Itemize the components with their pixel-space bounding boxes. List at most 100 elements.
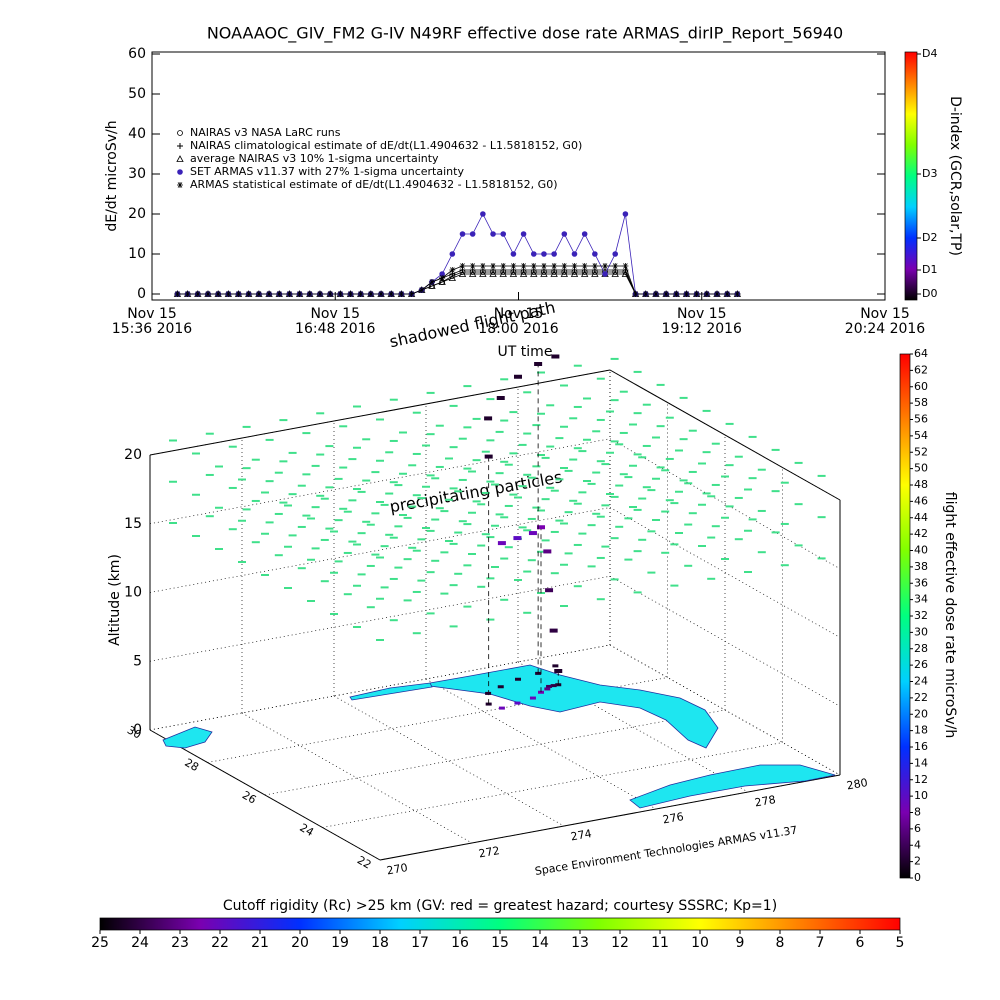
- data-point: [621, 270, 630, 277]
- shadow-point: [497, 685, 504, 689]
- chart-title: NOAAAOC_GIV_FM2 G-IV N49RF effective dos…: [207, 24, 843, 44]
- colorbar-tick-label: D0: [922, 287, 937, 300]
- colorbar-tick-label: 13: [571, 935, 589, 951]
- data-point: [459, 263, 466, 269]
- data-point: [571, 263, 578, 269]
- colorbar-tick-label: 10: [914, 789, 928, 802]
- data-point: [622, 211, 629, 217]
- colorbar-tick-label: 28: [914, 642, 928, 655]
- grid-line: [241, 712, 473, 844]
- data-point: [519, 270, 528, 277]
- y-tick-label: 20: [128, 206, 146, 222]
- flight-point: [484, 454, 493, 459]
- colorbar-tick-label: 52: [914, 445, 928, 458]
- x-tick-label: Nov 15 15:36 2016: [111, 306, 193, 337]
- legend-label: NAIRAS v3 NASA LaRC runs: [190, 126, 341, 139]
- data-point: [500, 231, 507, 237]
- shadow-point: [515, 677, 521, 681]
- colorbar-tick-label: 12: [914, 773, 928, 786]
- shadow-point: [552, 664, 559, 668]
- colorbar-tick-label: 4: [914, 838, 921, 851]
- y-axis-label: dE/dt microSv/h: [104, 120, 120, 231]
- colorbar-tick-label: 23: [171, 935, 189, 951]
- data-point: [571, 251, 578, 257]
- data-point: [347, 291, 354, 297]
- data-point: [438, 278, 446, 285]
- data-point: [439, 271, 445, 277]
- data-point: [469, 270, 477, 277]
- data-point: [184, 291, 191, 297]
- data-point: [551, 251, 557, 257]
- x-tick-label: Nov 15 19:12 2016: [661, 306, 742, 337]
- flight-point: [543, 549, 552, 554]
- box-edge: [149, 369, 611, 456]
- data-point: [510, 251, 517, 257]
- colorbar-tick-label: 58: [914, 396, 928, 409]
- data-point: [469, 263, 476, 269]
- grid-line: [609, 575, 841, 707]
- colorbar-tick-label: 40: [914, 544, 928, 557]
- x-tick-label: 272: [478, 844, 501, 860]
- colorbar-tick-label: 32: [914, 609, 928, 622]
- colorbar-tick-label: 11: [651, 935, 669, 951]
- colorbar-tick-label: 50: [914, 462, 928, 475]
- colorbar-tick-label: 12: [611, 935, 629, 951]
- data-point: [194, 291, 201, 297]
- data-point: [734, 291, 741, 297]
- data-point: [286, 291, 293, 297]
- data-point: [255, 291, 262, 297]
- colorbar-tick-label: D4: [922, 47, 937, 60]
- box-edge: [149, 729, 381, 861]
- data-point: [489, 270, 497, 277]
- y-tick-label: 26: [240, 788, 259, 806]
- colorbar-tick-label: D3: [922, 167, 937, 180]
- data-point: [560, 270, 568, 277]
- data-point: [520, 231, 527, 237]
- colorbar: [99, 917, 901, 931]
- data-point: [581, 270, 589, 277]
- colorbar: [899, 353, 911, 879]
- colorbar-tick-label: 7: [816, 935, 825, 951]
- y-tick-label: 30: [125, 723, 144, 741]
- data-point: [177, 169, 183, 175]
- data-point: [448, 274, 456, 281]
- colorbar-tick-label: 56: [914, 413, 928, 426]
- colorbar-tick-label: 17: [411, 935, 429, 951]
- colorbar-tick-label: 38: [914, 560, 928, 573]
- grid-line: [609, 644, 841, 776]
- y-tick-label: 10: [128, 246, 146, 262]
- data-point: [316, 291, 323, 297]
- data-point: [561, 231, 568, 237]
- data-point: [592, 251, 598, 257]
- y-tick-label: 22: [355, 853, 374, 871]
- shadow-point: [514, 701, 521, 705]
- x-tick-label: 280: [846, 776, 869, 792]
- y-tick-label: 40: [128, 126, 146, 142]
- colorbar-tick-label: 44: [914, 511, 928, 524]
- data-point: [479, 270, 487, 277]
- z-tick-label: 5: [133, 653, 142, 669]
- x-tick-label: Nov 15 18:00 2016: [478, 306, 559, 337]
- data-point: [561, 263, 568, 269]
- colorbar-tick-label: 42: [914, 527, 928, 540]
- data-point: [570, 270, 579, 277]
- data-point: [459, 231, 466, 237]
- gulf-coast: [349, 682, 433, 701]
- z-tick-label: 20: [124, 447, 142, 463]
- colorbar-tick-label: 19: [331, 935, 349, 951]
- colorbar-tick-label: 34: [914, 593, 928, 606]
- legend-label: NAIRAS climatological estimate of dE/dt(…: [190, 139, 582, 152]
- data-point: [418, 287, 425, 293]
- data-point: [357, 291, 364, 297]
- flight-point: [534, 362, 543, 366]
- colorbar-tick-label: 18: [914, 724, 928, 737]
- colorbar-label: Cutoff rigidity (Rc) >25 km (GV: red = g…: [223, 898, 777, 914]
- grid-line: [264, 709, 726, 796]
- data-point: [611, 270, 619, 277]
- colorbar-tick-label: 62: [914, 363, 928, 376]
- data-point: [581, 263, 588, 269]
- flight-point: [554, 669, 563, 673]
- shadow-point: [544, 687, 551, 691]
- data-point: [408, 291, 415, 297]
